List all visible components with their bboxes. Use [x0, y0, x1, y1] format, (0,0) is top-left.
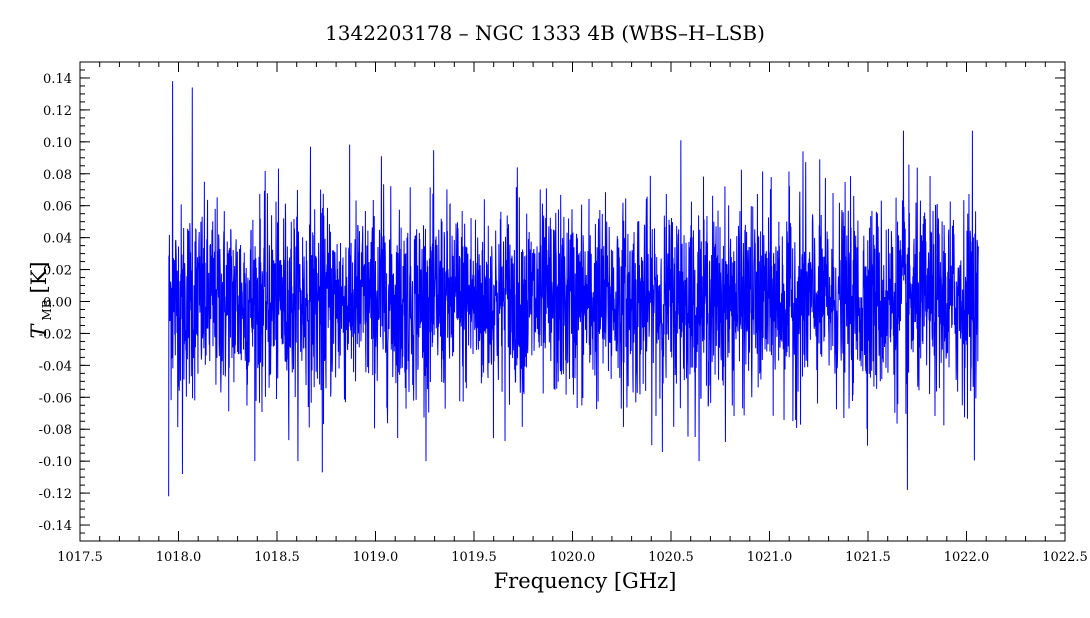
x-tick-label: 1021.0 [747, 550, 793, 565]
y-tick-label: -0.04 [39, 359, 72, 374]
axis-ticks [79, 61, 1066, 542]
spectrum-series-line [168, 81, 979, 497]
y-tick-label: 0.02 [43, 264, 72, 279]
y-tick-label: 0.12 [43, 104, 72, 119]
x-tick-label: 1020.0 [550, 550, 596, 565]
y-tick-label: 0.14 [43, 72, 72, 87]
y-tick-label: -0.12 [39, 487, 72, 502]
y-axis-unit: [K] [27, 261, 51, 293]
x-tick-label: 1018.5 [254, 550, 300, 565]
y-tick-label: -0.10 [39, 455, 72, 470]
y-axis-subscript: MB [40, 299, 54, 320]
chart-title: 1342203178 – NGC 1333 4B (WBS–H–LSB) [325, 21, 765, 45]
y-axis-symbol: T [27, 323, 51, 339]
y-axis-label: T MB [K] [27, 261, 54, 338]
y-tick-label: -0.08 [39, 423, 72, 438]
x-tick-label: 1022.0 [944, 550, 990, 565]
y-tick-label: -0.14 [39, 519, 72, 534]
y-tick-label: 0.06 [43, 200, 72, 215]
y-tick-label: 0.10 [43, 136, 72, 151]
x-tick-label: 1021.5 [845, 550, 891, 565]
x-tick-label: 1019.0 [353, 550, 399, 565]
x-tick-label: 1020.5 [648, 550, 694, 565]
x-tick-label: 1019.5 [451, 550, 497, 565]
x-tick-label: 1022.5 [1042, 550, 1088, 565]
y-tick-label: 0.08 [43, 168, 72, 183]
x-axis-label: Frequency [GHz] [494, 569, 677, 593]
y-tick-label: 0.04 [43, 232, 72, 247]
y-tick-label: 0.00 [43, 296, 72, 311]
x-tick-label: 1018.0 [156, 550, 202, 565]
svg-text:TMB[K]: T MB [K] [27, 261, 54, 338]
y-tick-label: -0.06 [39, 391, 72, 406]
x-tick-label: 1017.5 [57, 550, 103, 565]
series-layer [168, 81, 979, 497]
y-tick-label: -0.02 [39, 327, 72, 342]
axis-tick-labels: 1017.5 1018.0 1018.5 1019.0 1019.5 1020.0 1020… [39, 72, 1088, 565]
